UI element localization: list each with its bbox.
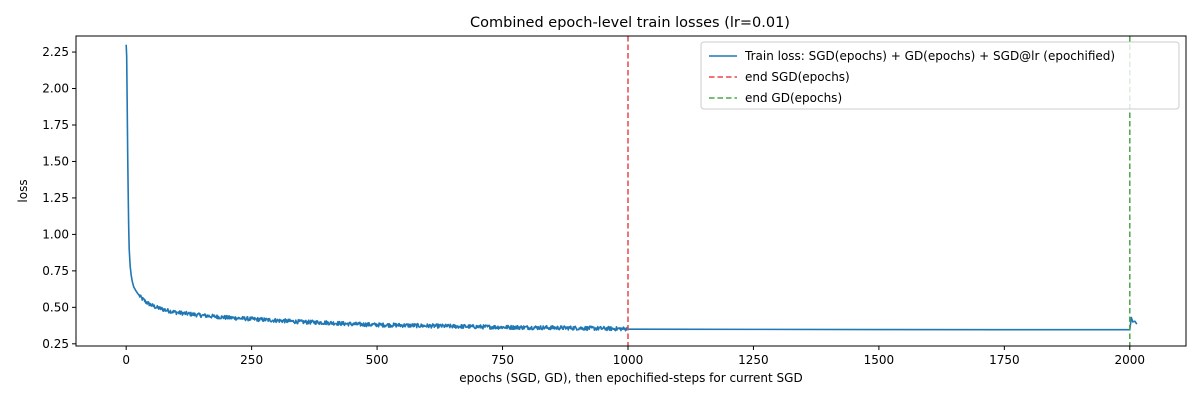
y-tick-label: 1.00 bbox=[42, 227, 69, 241]
x-tick-label: 250 bbox=[240, 353, 263, 367]
legend-label-train-loss: Train loss: SGD(epochs) + GD(epochs) + S… bbox=[744, 49, 1115, 63]
y-tick-label: 1.75 bbox=[42, 118, 69, 132]
y-tick-label: 0.75 bbox=[42, 264, 69, 278]
x-tick-label: 1000 bbox=[613, 353, 644, 367]
x-axis-label: epochs (SGD, GD), then epochified-steps … bbox=[459, 371, 802, 385]
legend-label-end-gd: end GD(epochs) bbox=[745, 91, 842, 105]
train-loss-line bbox=[125, 44, 1138, 332]
plot-border bbox=[75, 35, 1187, 347]
x-tick-label: 1500 bbox=[864, 353, 895, 367]
x-axis: 0 250 500 750 1000 1250 1500 1750 2000 bbox=[122, 346, 1145, 367]
x-tick-label: 500 bbox=[366, 353, 389, 367]
y-tick-label: 2.00 bbox=[42, 82, 69, 96]
y-axis: 0.25 0.50 0.75 1.00 1.25 1.50 1.75 2.00 2.25 bbox=[42, 45, 76, 351]
y-tick-label: 0.50 bbox=[42, 300, 69, 314]
legend-label-end-sgd: end SGD(epochs) bbox=[745, 70, 850, 84]
x-tick-label: 1250 bbox=[738, 353, 769, 367]
y-tick-label: 1.25 bbox=[42, 191, 69, 205]
chart-title: Combined epoch-level train losses (lr=0.… bbox=[470, 15, 790, 31]
x-tick-label: 2000 bbox=[1115, 353, 1146, 367]
x-tick-label: 0 bbox=[122, 353, 130, 367]
legend-box bbox=[700, 41, 1180, 110]
y-tick-label: 0.25 bbox=[42, 337, 69, 351]
x-tick-label: 1750 bbox=[989, 353, 1020, 367]
legend: Train loss: SGD(epochs) + GD(epochs) + S… bbox=[700, 41, 1180, 110]
x-tick-label: 750 bbox=[491, 353, 514, 367]
y-axis-label: loss bbox=[16, 179, 30, 202]
y-tick-label: 1.50 bbox=[42, 154, 69, 168]
y-tick-label: 2.25 bbox=[42, 45, 69, 59]
